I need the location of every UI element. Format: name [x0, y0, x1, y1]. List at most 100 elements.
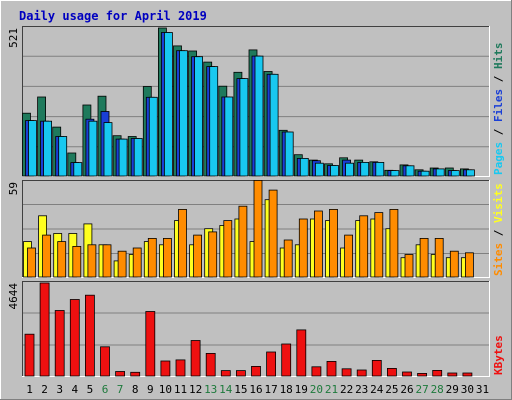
legend-entry: Hits	[492, 43, 505, 70]
day-label-7: 7	[117, 383, 124, 396]
bar-pages-day-22	[345, 162, 355, 177]
bar-sites-day-12	[193, 234, 203, 278]
bar-sites-day-19	[298, 218, 308, 278]
bar-kbytes-day-10	[160, 360, 171, 377]
bar-pages-day-19	[299, 157, 309, 177]
bar-kbytes-day-14	[220, 370, 231, 377]
day-label-29: 29	[446, 383, 459, 396]
day-label-4: 4	[71, 383, 78, 396]
bar-pages-day-7	[118, 138, 128, 177]
bar-kbytes-day-27	[417, 372, 428, 377]
bar-pages-day-2	[43, 120, 52, 177]
day-label-12: 12	[189, 383, 202, 396]
bar-pages-day-29	[450, 170, 460, 177]
bar-sites-day-10	[162, 237, 172, 278]
day-label-16: 16	[249, 383, 262, 396]
bar-sites-day-9	[147, 237, 157, 278]
bar-pages-day-13	[209, 66, 219, 177]
bar-pages-day-27	[420, 170, 430, 177]
bar-pages-day-8	[133, 138, 143, 177]
bar-kbytes-day-16	[251, 365, 261, 377]
bar-pages-day-26	[405, 165, 415, 177]
bar-kbytes-day-29	[447, 372, 458, 377]
bar-sites-day-8	[132, 247, 142, 278]
bar-kbytes-day-3	[54, 310, 65, 377]
bar-pages-day-4	[73, 162, 83, 177]
day-label-24: 24	[370, 383, 384, 396]
bar-sites-day-5	[87, 244, 97, 278]
bar-pages-day-15	[239, 78, 249, 177]
legend-entry: KBytes	[492, 335, 505, 375]
bar-sites-day-16	[253, 179, 263, 278]
day-label-2: 2	[41, 383, 48, 396]
bar-kbytes-day-5	[85, 294, 95, 377]
day-label-15: 15	[234, 383, 247, 396]
legend-entry: /	[492, 69, 505, 89]
bar-sites-day-7	[117, 250, 127, 278]
bar-pages-day-18	[284, 131, 294, 177]
day-label-14: 14	[219, 383, 233, 396]
day-label-1: 1	[26, 383, 33, 396]
chart-title: Daily usage for April 2019	[19, 9, 207, 23]
legend-entry: Visits	[492, 183, 505, 223]
bar-pages-day-24	[375, 161, 385, 177]
bar-pages-day-25	[390, 170, 400, 177]
bar-sites-day-29	[449, 250, 459, 278]
bar-pages-day-20	[314, 162, 324, 177]
legend-entry: /	[492, 223, 505, 243]
bar-sites-day-3	[57, 241, 67, 278]
day-label-21: 21	[325, 383, 338, 396]
bar-pages-day-1	[28, 120, 37, 177]
panel-legend: KBytes	[492, 335, 505, 375]
day-label-31: 31	[476, 383, 489, 396]
legend-entry: /	[492, 122, 505, 142]
day-label-8: 8	[132, 383, 139, 396]
bar-pages-day-28	[435, 168, 445, 177]
panel-max-label: 59	[7, 182, 20, 195]
bar-sites-day-22	[344, 234, 354, 278]
day-labels: 1 2 3 4 5 6 7 8 9 10 11 12 13 14 15 16 17 18 19 20 21 22 23 24 2…	[26, 383, 489, 396]
day-label-10: 10	[159, 383, 172, 396]
panel-max-label: 521	[7, 28, 20, 48]
bar-kbytes-day-18	[281, 343, 292, 377]
day-label-13: 13	[204, 383, 217, 396]
legend-entry: Files	[492, 89, 505, 122]
day-label-5: 5	[87, 383, 94, 396]
panel-kbytes: 4644 KBytes	[7, 281, 505, 377]
bar-pages-day-12	[194, 56, 204, 177]
bar-pages-day-6	[103, 122, 113, 177]
bar-kbytes-day-1	[24, 333, 35, 377]
day-label-25: 25	[385, 383, 398, 396]
bar-kbytes-day-7	[115, 371, 125, 377]
bar-sites-day-11	[178, 208, 187, 278]
panel-legend: Pages / Files / Hits	[492, 43, 505, 176]
bar-kbytes-day-4	[69, 299, 80, 377]
panel-legend: Sites / Visits	[492, 183, 505, 276]
bar-sites-day-26	[404, 254, 414, 278]
bar-sites-day-28	[434, 237, 444, 278]
bar-sites-day-24	[374, 212, 384, 278]
day-label-3: 3	[56, 383, 63, 396]
bar-sites-day-27	[419, 237, 429, 278]
day-label-23: 23	[355, 383, 368, 396]
bar-kbytes-day-9	[145, 311, 156, 377]
bar-pages-day-10	[163, 32, 173, 177]
legend-entry: Pages	[492, 142, 505, 175]
bar-kbytes-day-25	[386, 367, 397, 377]
panels-layer: 521 Pages / Files / Hits 59 Sites / Visits 4…	[7, 26, 505, 377]
bar-sites-day-14	[223, 220, 233, 278]
bar-pages-day-23	[360, 161, 370, 177]
bar-sites-day-18	[283, 239, 293, 278]
bar-kbytes-day-8	[130, 371, 141, 377]
legend-entry: Sites	[492, 243, 505, 276]
bar-kbytes-day-17	[266, 351, 277, 377]
bar-kbytes-day-28	[432, 369, 443, 377]
bar-sites-day-1	[27, 247, 36, 278]
bar-sites-day-20	[313, 210, 323, 278]
bar-sites-day-2	[42, 234, 51, 278]
bar-kbytes-day-30	[462, 372, 473, 377]
bar-sites-day-15	[238, 205, 248, 278]
bar-pages-day-21	[330, 165, 339, 177]
bar-sites-day-4	[72, 245, 82, 278]
day-label-11: 11	[174, 383, 187, 396]
